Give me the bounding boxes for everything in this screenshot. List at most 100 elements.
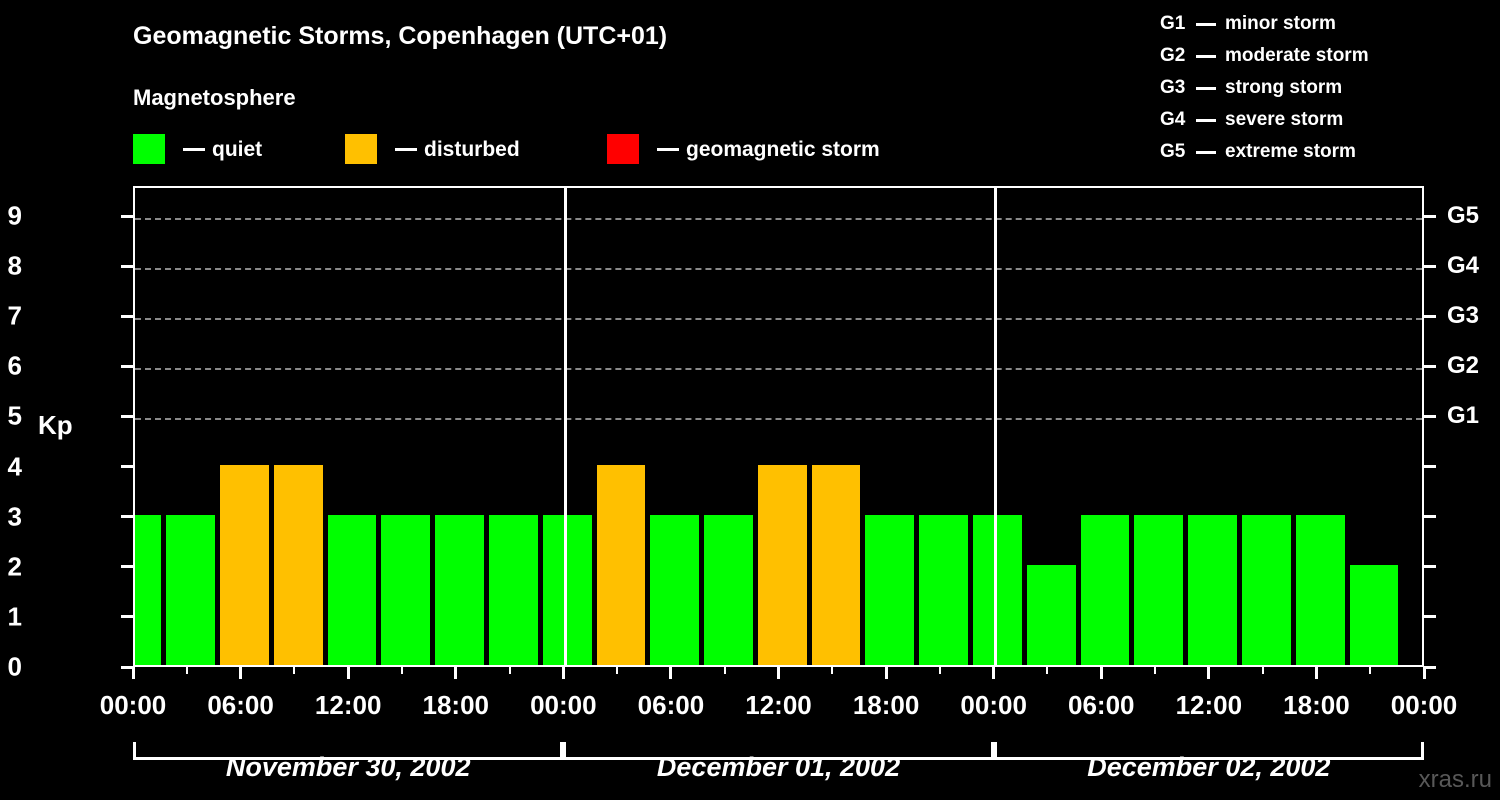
g-legend-description: minor storm (1225, 13, 1336, 34)
disturbed-legend: disturbed (345, 134, 520, 164)
g-axis-minor-tick (1424, 465, 1436, 469)
g-legend-description: severe storm (1225, 109, 1344, 130)
y-axis-tick-label: 7 (7, 300, 22, 331)
bar (435, 514, 484, 665)
x-axis-tick (239, 667, 243, 679)
y-axis-tick (121, 314, 133, 318)
bar (1080, 514, 1130, 665)
g-legend-row-g4: G4 severe storm (1160, 104, 1490, 136)
g-legend-dash-icon (1196, 118, 1216, 122)
legend-dash-icon (183, 147, 205, 151)
y-axis-tick (121, 465, 133, 469)
x-axis-tick-label: 12:00 (314, 690, 382, 720)
bar (973, 514, 1022, 665)
day-label: November 30, 2002 (225, 752, 471, 782)
g-legend-dash-icon (1196, 86, 1216, 90)
x-axis-minor-tick (831, 667, 834, 674)
bar (381, 514, 431, 665)
g-axis-tick-label: G4 (1447, 252, 1480, 280)
day-label: December 01, 2002 (656, 752, 901, 782)
g-legend-row-g2: G2 moderate storm (1160, 40, 1490, 72)
g-legend-code: G5 (1160, 141, 1186, 162)
y-axis-tick (121, 214, 133, 218)
g-legend-row-g1: G1 minor storm (1160, 8, 1490, 40)
g-legend-row-g5: G5 extreme storm (1160, 136, 1490, 168)
x-axis-minor-tick (293, 667, 296, 674)
g-legend-dash-icon (1196, 150, 1216, 154)
x-axis-tick-label: 06:00 (207, 690, 274, 720)
x-axis-minor-tick (938, 667, 941, 674)
x-axis-tick (669, 667, 673, 679)
y-axis-tick (121, 615, 133, 619)
x-axis-minor-tick (185, 667, 188, 674)
g-legend-code: G3 (1160, 77, 1186, 98)
bar (1349, 564, 1399, 665)
x-axis-tick-label: 12:00 (1175, 690, 1243, 720)
quiet-legend: quiet (133, 134, 262, 164)
day-label: December 02, 2002 (1087, 752, 1331, 782)
g-legend-row-g3: G3 strong storm (1160, 72, 1490, 104)
y-axis-tick (121, 515, 133, 519)
bar (596, 464, 646, 665)
bar (704, 514, 753, 665)
bar-series (135, 188, 1422, 665)
day-divider (563, 188, 567, 665)
y-axis-tick-label: 9 (7, 200, 22, 231)
g-legend-dash-icon (1196, 22, 1216, 26)
y-axis-tick-label: 1 (7, 601, 22, 632)
gridline-kp-6 (135, 368, 1422, 371)
g-scale-legend: G1 minor storm G2 moderate storm G3 strong st… (1160, 8, 1490, 168)
y-axis-tick (121, 565, 133, 569)
bar (811, 464, 861, 665)
chart-subtitle: Magnetosphere (133, 85, 296, 110)
legend-dash-icon (395, 147, 417, 151)
g-axis-minor-tick (1424, 615, 1436, 619)
x-axis-tick (561, 667, 565, 679)
day-bracket (993, 742, 1424, 760)
legend-label: quiet (212, 137, 263, 161)
x-axis-tick (454, 667, 458, 679)
y-axis-tick-label: 3 (7, 501, 22, 532)
x-axis-tick-label: 06:00 (1068, 690, 1135, 720)
x-axis-tick-label: 18:00 (1283, 690, 1350, 720)
x-axis-tick (131, 667, 135, 679)
x-axis-minor-tick (1046, 667, 1049, 674)
x-axis-minor-tick (616, 667, 619, 674)
bar (919, 514, 969, 665)
x-axis-minor-tick (1261, 667, 1264, 674)
bar (488, 514, 538, 665)
x-axis-tick (777, 667, 780, 679)
legend-dash-icon (657, 147, 679, 151)
legend-label: geomagnetic storm (686, 137, 880, 161)
g-legend-code: G2 (1160, 45, 1186, 66)
bar (166, 514, 215, 665)
g-legend-code: G1 (1160, 13, 1186, 34)
bar (327, 514, 377, 665)
g-axis-tick (1424, 364, 1436, 368)
g-axis-tick (1424, 414, 1436, 418)
y-axis-tick-label: 6 (7, 350, 22, 381)
bar (273, 464, 323, 665)
legend-swatch-icon (133, 134, 165, 164)
bar (865, 514, 915, 665)
day-bracket (133, 742, 564, 760)
x-axis-tick (1314, 667, 1318, 679)
plot-area (133, 186, 1424, 667)
x-axis-tick-label: 00:00 (1390, 690, 1458, 720)
g-axis-minor-tick (1424, 515, 1436, 519)
g-legend-code: G4 (1160, 109, 1186, 130)
gridline-kp-8 (135, 268, 1422, 271)
y-axis-tick-label: 2 (7, 551, 22, 582)
geomagnetic-storm-legend: geomagnetic storm (607, 134, 880, 164)
plot-inner (135, 188, 1422, 665)
y-axis-tick-label: 5 (7, 400, 22, 431)
page-title: Geomagnetic Storms, Copenhagen (UTC+01) (133, 22, 668, 50)
g-legend-description: moderate storm (1225, 45, 1369, 66)
x-axis-tick-label: 00:00 (99, 690, 167, 720)
g-axis-tick-label: G1 (1447, 402, 1480, 430)
x-axis-minor-tick (723, 667, 726, 674)
g-axis-tick (1424, 314, 1436, 318)
day-bracket (563, 742, 994, 760)
bar (135, 514, 162, 665)
x-axis-tick-label: 06:00 (637, 690, 705, 720)
